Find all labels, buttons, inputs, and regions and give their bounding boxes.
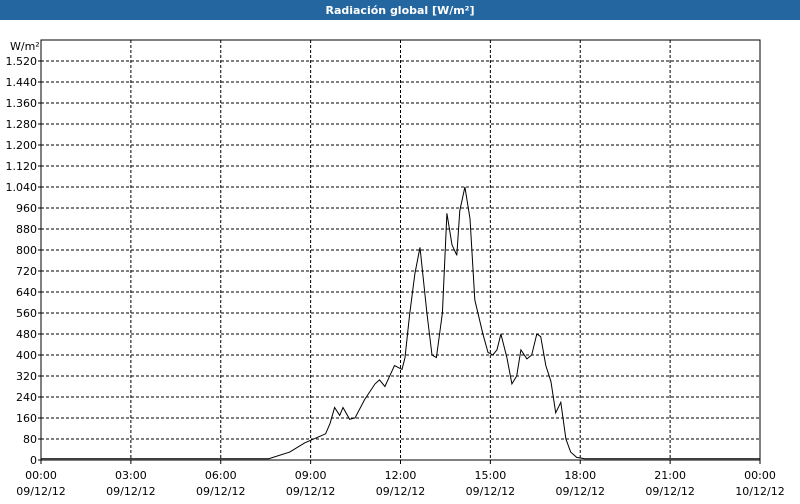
y-tick-label: 560 — [16, 307, 37, 320]
chart-title: Radiación global [W/m²] — [325, 4, 474, 17]
y-tick-label: 160 — [16, 412, 37, 425]
y-tick-label: 400 — [16, 349, 37, 362]
x-tick-date: 09/12/12 — [106, 485, 155, 498]
y-tick-label: 0 — [30, 454, 37, 467]
y-tick-label: 1.120 — [6, 160, 38, 173]
title-bar — [0, 0, 800, 20]
y-tick-label: 80 — [23, 433, 37, 446]
y-tick-label: 800 — [16, 244, 37, 257]
y-tick-label: 240 — [16, 391, 37, 404]
x-tick-label: 00:00 — [744, 469, 776, 482]
y-axis-label: W/m² — [10, 40, 40, 53]
data-line — [41, 186, 760, 460]
y-tick-label: 960 — [16, 202, 37, 215]
x-tick-date: 09/12/12 — [16, 485, 65, 498]
x-tick-date: 09/12/12 — [466, 485, 515, 498]
y-tick-label: 720 — [16, 265, 37, 278]
x-tick-label: 09:00 — [295, 469, 327, 482]
y-tick-label: 1.440 — [6, 76, 38, 89]
x-tick-date: 10/12/12 — [735, 485, 784, 498]
y-tick-label: 1.200 — [6, 139, 38, 152]
y-tick-label: 880 — [16, 223, 37, 236]
x-tick-label: 15:00 — [475, 469, 507, 482]
x-tick-label: 00:00 — [25, 469, 57, 482]
x-tick-label: 03:00 — [115, 469, 147, 482]
y-tick-label: 640 — [16, 286, 37, 299]
y-tick-label: 1.360 — [6, 97, 38, 110]
y-tick-label: 480 — [16, 328, 37, 341]
x-tick-label: 18:00 — [564, 469, 596, 482]
x-tick-label: 21:00 — [654, 469, 686, 482]
y-tick-label: 1.280 — [6, 118, 38, 131]
y-tick-label: 1.520 — [6, 55, 38, 68]
x-tick-date: 09/12/12 — [556, 485, 605, 498]
x-tick-date: 09/12/12 — [286, 485, 335, 498]
x-tick-date: 09/12/12 — [645, 485, 694, 498]
x-tick-label: 06:00 — [205, 469, 237, 482]
x-tick-label: 12:00 — [385, 469, 417, 482]
x-tick-date: 09/12/12 — [376, 485, 425, 498]
y-tick-label: 1.040 — [6, 181, 38, 194]
x-tick-date: 09/12/12 — [196, 485, 245, 498]
y-tick-label: 320 — [16, 370, 37, 383]
